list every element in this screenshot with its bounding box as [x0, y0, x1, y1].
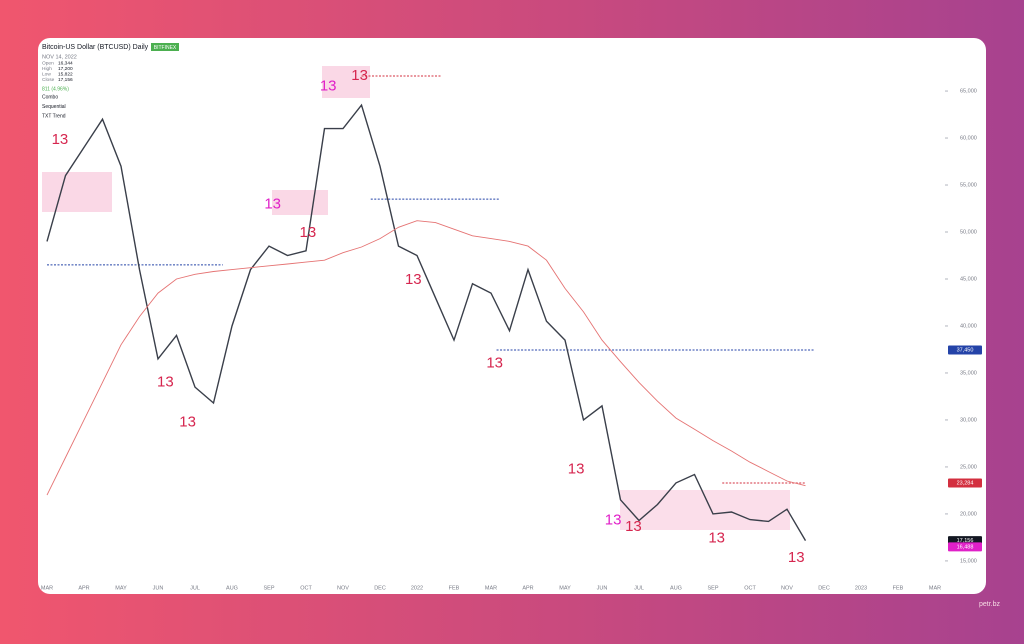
y-tick-label: 25,000 — [960, 464, 977, 470]
sequential-count: 13 — [179, 414, 196, 431]
x-tick-label: NOV — [337, 585, 349, 591]
x-tick-label: MAY — [559, 585, 571, 591]
sequential-count: 13 — [625, 518, 642, 535]
x-tick-label: FEB — [893, 585, 904, 591]
footer: petr.bz — [979, 601, 1001, 608]
x-tick-label: 2022 — [411, 585, 423, 591]
y-tick-label: 60,000 — [960, 135, 977, 141]
x-tick-label: OCT — [744, 585, 756, 591]
sequential-count: 13 — [157, 373, 174, 390]
exchange-badge — [151, 43, 179, 51]
x-tick-label: FEB — [449, 585, 460, 591]
x-tick-label: JUN — [597, 585, 608, 591]
y-tick-label: 15,000 — [960, 558, 977, 564]
price-tag-label: 37,450 — [957, 347, 974, 353]
sequential-count: 13 — [320, 77, 337, 94]
x-tick-label: AUG — [226, 585, 238, 591]
sequential-count: 13 — [52, 131, 69, 148]
x-tick-label: APR — [78, 585, 89, 591]
y-tick-label: 55,000 — [960, 182, 977, 188]
x-tick-label: SEP — [263, 585, 274, 591]
ohlc-value: 17,200 — [58, 66, 73, 72]
sequential-count: 13 — [708, 529, 725, 546]
exchange-label: BITFINEX — [154, 45, 177, 51]
price-tag — [948, 542, 982, 552]
x-tick-label: MAR — [929, 585, 941, 591]
y-tick-label: 30,000 — [960, 417, 977, 423]
x-tick-label: SEP — [707, 585, 718, 591]
price-tag — [948, 478, 982, 488]
sequential-count: 13 — [605, 511, 622, 528]
setup-zone — [322, 66, 370, 98]
price-tag — [948, 345, 982, 355]
y-tick-label: 40,000 — [960, 323, 977, 329]
ohlc-value: 16,344 — [58, 60, 73, 66]
ohlc-name: Low — [42, 71, 51, 77]
x-tick-label: OCT — [300, 585, 312, 591]
y-tick-label: 45,000 — [960, 276, 977, 282]
x-tick-label: JUL — [634, 585, 644, 591]
y-tick-label: 65,000 — [960, 88, 977, 94]
sequential-count: 13 — [568, 461, 585, 478]
y-tick-label: 20,000 — [960, 511, 977, 517]
sequential-count: 13 — [788, 549, 805, 566]
x-tick-label: NOV — [781, 585, 793, 591]
x-tick-label: MAR — [41, 585, 53, 591]
ohlc-name: Close — [42, 77, 55, 83]
indicator: Sequential — [42, 104, 66, 110]
chart-title: Bitcoin-US Dollar (BTCUSD) Daily — [42, 44, 149, 51]
x-tick-label: MAY — [115, 585, 127, 591]
ohlc-value: 15,822 — [58, 71, 73, 77]
price-tag-label: 17,156 — [957, 538, 974, 544]
price-tag-label: 16,488 — [957, 544, 974, 550]
indicator: Combo — [42, 94, 58, 100]
setup-zone — [272, 190, 328, 215]
chart-card — [38, 38, 986, 594]
price-line — [46, 103, 807, 541]
change: 811 (4.96%) — [42, 86, 69, 92]
sequential-count: 13 — [405, 271, 422, 288]
x-tick-label: APR — [522, 585, 533, 591]
x-tick-label: AUG — [670, 585, 682, 591]
sequential-count: 13 — [264, 196, 281, 213]
setup-zone — [42, 172, 112, 212]
x-tick-label: DEC — [374, 585, 386, 591]
x-tick-label: JUL — [190, 585, 200, 591]
sequential-count: 13 — [300, 224, 317, 241]
ohlc-name: Open — [42, 60, 54, 66]
indicator: TXT Trend — [42, 113, 66, 119]
sequential-count: 13 — [351, 67, 368, 84]
y-tick-label: 50,000 — [960, 229, 977, 235]
x-tick-label: MAR — [485, 585, 497, 591]
moving-average — [46, 220, 806, 496]
x-tick-label: 2023 — [855, 585, 867, 591]
ohlc-value: 17,156 — [58, 77, 73, 83]
y-tick-label: 35,000 — [960, 370, 977, 376]
bar-date: NOV 14, 2022 — [42, 54, 77, 60]
x-tick-label: DEC — [818, 585, 830, 591]
ohlc-name: High — [42, 66, 52, 72]
price-tag-label: 23,284 — [957, 481, 974, 487]
x-tick-label: JUN — [153, 585, 164, 591]
sequential-count: 13 — [486, 355, 503, 372]
